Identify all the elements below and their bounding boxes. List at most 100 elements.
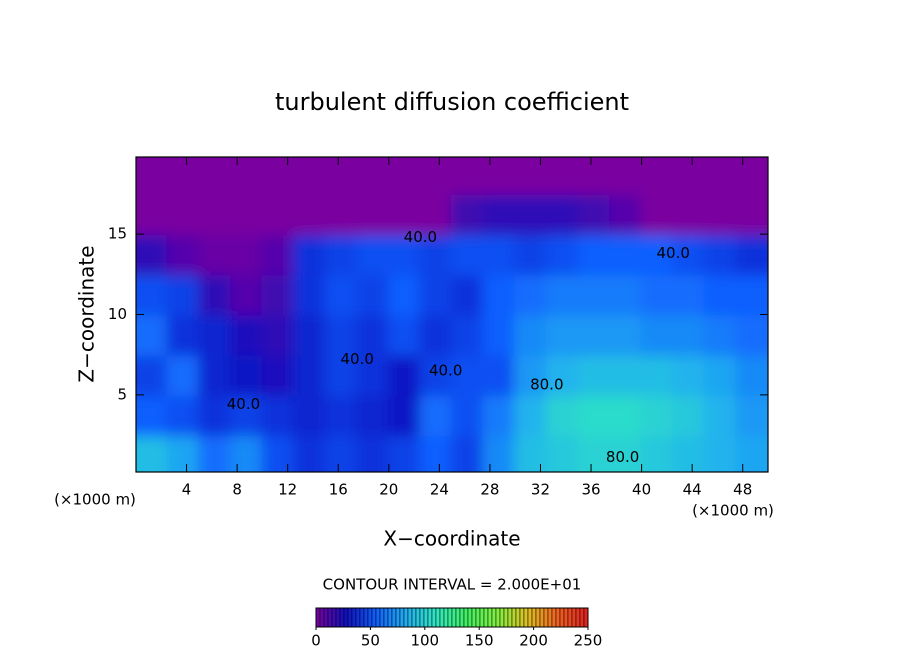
colorbar-swatch	[431, 607, 437, 628]
cell	[703, 157, 738, 195]
cell	[672, 313, 706, 356]
cell	[261, 157, 295, 195]
cell	[419, 157, 453, 195]
colorbar-swatch	[323, 607, 329, 628]
cell	[166, 192, 201, 236]
cell	[609, 157, 643, 195]
cell	[735, 233, 768, 276]
colorbar-tick-label: 250	[574, 632, 603, 650]
cell	[482, 313, 517, 356]
cell	[482, 393, 517, 437]
x-tick-label: 32	[531, 481, 550, 499]
x-unit-right: (×1000 m)	[692, 502, 774, 520]
cell	[229, 434, 264, 472]
colorbar-swatch	[403, 607, 409, 628]
colorbar-swatch	[327, 607, 333, 628]
cell	[514, 233, 548, 276]
cell	[735, 313, 768, 356]
colorbar-swatch	[571, 607, 577, 628]
cell	[198, 192, 232, 236]
colorbar-swatch	[495, 607, 501, 628]
cell	[451, 157, 485, 195]
cell	[672, 273, 706, 316]
cell	[577, 273, 611, 316]
cell	[735, 434, 768, 472]
colorbar-swatch	[391, 607, 397, 628]
cell	[577, 192, 611, 236]
cell	[640, 353, 675, 396]
colorbar-swatch	[459, 607, 465, 628]
cell	[609, 233, 643, 276]
cell	[672, 434, 706, 472]
colorbar-swatch	[539, 607, 545, 628]
cell	[356, 273, 390, 316]
cell	[356, 157, 390, 195]
cell	[577, 313, 611, 356]
cell	[545, 434, 580, 472]
cell	[198, 157, 232, 195]
colorbar-swatch	[559, 607, 565, 628]
cell	[482, 192, 517, 236]
cell	[229, 233, 264, 276]
colorbar-swatch	[427, 607, 433, 628]
field	[136, 157, 768, 472]
cell	[387, 434, 422, 472]
cell	[261, 313, 295, 356]
cell	[324, 233, 359, 276]
cell	[482, 353, 517, 396]
colorbar-swatch	[543, 607, 549, 628]
cell	[261, 273, 295, 316]
cell	[419, 434, 453, 472]
cell	[419, 393, 453, 437]
cell	[545, 313, 580, 356]
colorbar-swatch	[547, 607, 553, 628]
colorbar-swatch	[567, 607, 573, 628]
cell	[261, 434, 295, 472]
colorbar-swatch	[379, 607, 385, 628]
cell	[609, 393, 643, 437]
x-tick-label: 44	[683, 481, 702, 499]
cell	[387, 192, 422, 236]
cell	[735, 273, 768, 316]
colorbar-tick-label: 100	[410, 632, 439, 650]
contour-label: 80.0	[530, 376, 563, 394]
colorbar-swatch	[343, 607, 349, 628]
cell	[672, 233, 706, 276]
cell	[451, 434, 485, 472]
y-tick-label: 5	[117, 385, 127, 403]
x-tick-label: 36	[581, 481, 600, 499]
x-tick-label: 28	[480, 481, 499, 499]
cell	[482, 273, 517, 316]
cell	[166, 157, 201, 195]
cell	[640, 192, 675, 236]
cell	[356, 434, 390, 472]
cell	[419, 353, 453, 396]
chart-title: turbulent diffusion coefficient	[275, 88, 629, 116]
cell	[356, 313, 390, 356]
colorbar-swatch	[395, 607, 401, 628]
cell	[672, 353, 706, 396]
colorbar-swatch	[335, 607, 341, 628]
cell	[735, 393, 768, 437]
colorbar-swatch	[507, 607, 513, 628]
cell	[229, 393, 264, 437]
cell	[324, 192, 359, 236]
x-tick-label: 40	[632, 481, 651, 499]
colorbar-swatch	[319, 607, 325, 628]
cell	[451, 353, 485, 396]
cell	[419, 192, 453, 236]
cell	[387, 353, 422, 396]
cell	[136, 157, 169, 195]
cell	[545, 157, 580, 195]
cell	[482, 434, 517, 472]
colorbar-tick-label: 50	[361, 632, 380, 650]
colorbar-swatch	[411, 607, 417, 628]
cell	[419, 313, 453, 356]
cell	[293, 157, 327, 195]
colorbar-swatch	[499, 607, 505, 628]
cell	[577, 434, 611, 472]
colorbar-swatch	[479, 607, 485, 628]
x-tick-label: 12	[278, 481, 297, 499]
cell	[387, 273, 422, 316]
colorbar-swatch	[511, 607, 517, 628]
